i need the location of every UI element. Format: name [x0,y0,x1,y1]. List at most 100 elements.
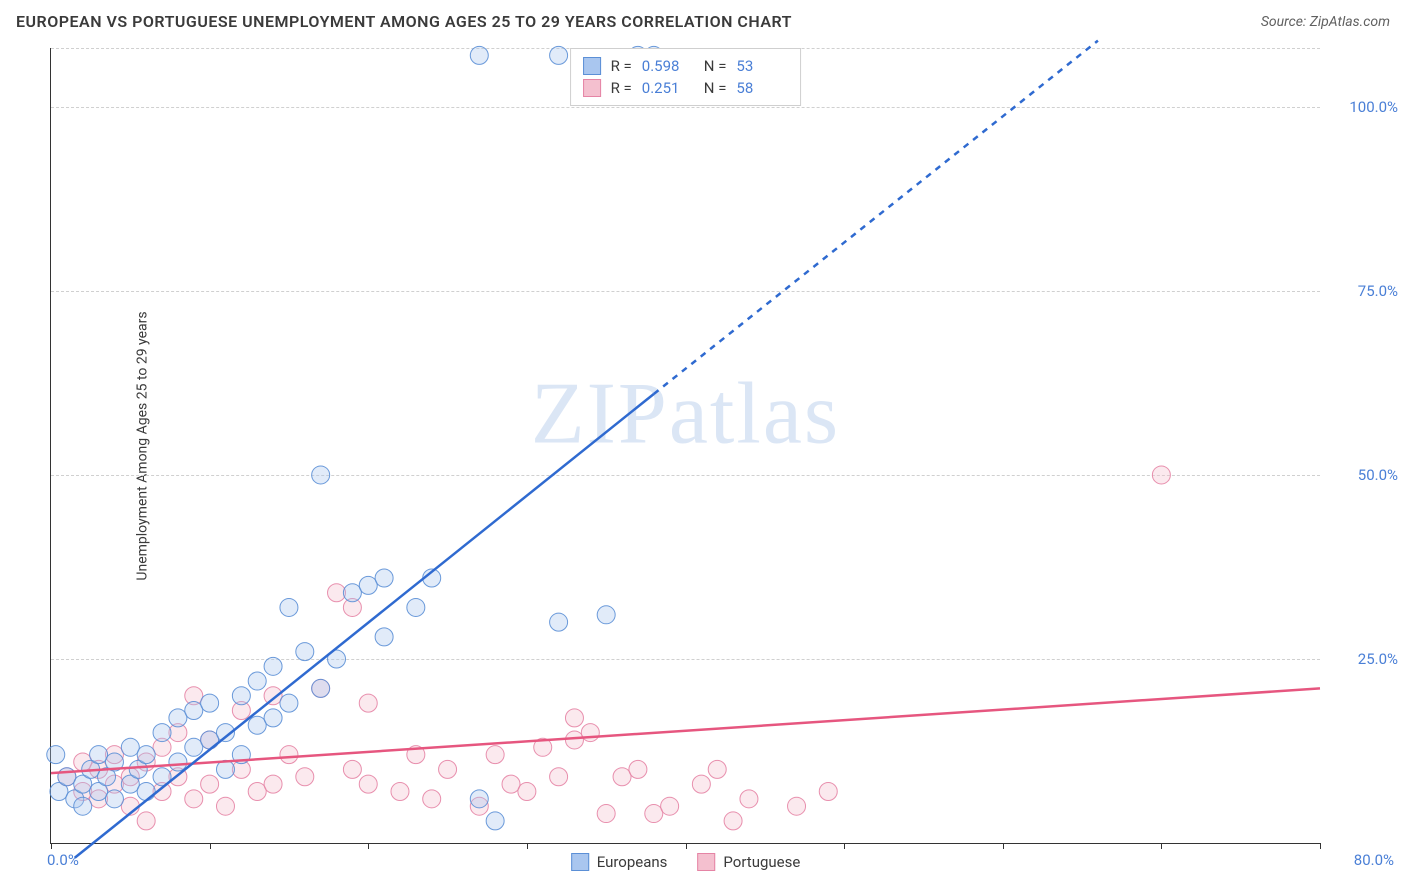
series-legend: Europeans Portuguese [571,853,801,871]
scatter-point-europeans [74,797,92,815]
legend-series-item: Europeans [571,853,668,871]
legend-swatch [571,853,589,871]
scatter-point-europeans [597,606,615,624]
scatter-point-portuguese [661,797,679,815]
scatter-point-europeans [169,753,187,771]
x-axis-min-label: 0.0% [47,851,79,869]
scatter-point-europeans [343,584,361,602]
scatter-point-europeans [296,643,314,661]
x-tick [368,843,369,849]
n-label: N = [704,57,727,75]
scatter-point-portuguese [740,790,758,808]
scatter-point-europeans [90,746,108,764]
correlation-legend: R = 0.598 N = 53 R = 0.251 N = 58 [570,48,802,106]
scatter-point-portuguese [645,805,663,823]
r-value: 0.251 [642,79,694,97]
scatter-point-portuguese [565,731,583,749]
scatter-point-portuguese [708,760,726,778]
scatter-point-portuguese [518,782,536,800]
scatter-point-portuguese [486,746,504,764]
scatter-point-portuguese [264,687,282,705]
scatter-point-europeans [407,598,425,616]
x-tick [527,843,528,849]
scatter-point-portuguese [439,760,457,778]
scatter-point-portuguese [359,694,377,712]
scatter-point-portuguese [502,775,520,793]
scatter-point-europeans [153,724,171,742]
scatter-point-portuguese [359,775,377,793]
r-label: R = [611,57,632,75]
x-tick [210,843,211,849]
scatter-point-europeans [280,694,298,712]
scatter-point-portuguese [343,760,361,778]
scatter-point-portuguese [1152,466,1170,484]
y-tick-label: 50.0% [1358,466,1398,484]
scatter-point-europeans [121,738,139,756]
scatter-point-portuguese [613,768,631,786]
scatter-point-portuguese [629,760,647,778]
x-tick [844,843,845,849]
header: EUROPEAN VS PORTUGUESE UNEMPLOYMENT AMON… [16,12,1390,31]
scatter-point-portuguese [264,775,282,793]
scatter-point-portuguese [391,782,409,800]
scatter-point-europeans [47,746,65,764]
scatter-point-europeans [312,679,330,697]
x-tick [686,843,687,849]
scatter-point-portuguese [216,797,234,815]
scatter-point-europeans [201,694,219,712]
legend-stat-row: R = 0.251 N = 58 [583,77,789,99]
scatter-point-europeans [359,576,377,594]
x-tick [51,843,52,849]
legend-series-item: Portuguese [697,853,800,871]
scatter-point-europeans [105,790,123,808]
scatter-point-portuguese [819,782,837,800]
scatter-point-portuguese [724,812,742,830]
y-tick-label: 75.0% [1358,282,1398,300]
scatter-point-europeans [375,569,393,587]
scatter-point-europeans [185,702,203,720]
scatter-point-europeans [550,46,568,64]
scatter-point-europeans [486,812,504,830]
scatter-point-europeans [470,46,488,64]
x-axis-max-label: 80.0% [1354,851,1394,869]
n-value: 58 [736,79,788,97]
scatter-point-portuguese [185,790,203,808]
x-tick [1320,843,1321,849]
legend-series-label: Portuguese [723,853,800,871]
scatter-point-europeans [137,746,155,764]
source-label: Source: ZipAtlas.com [1261,14,1390,30]
scatter-point-portuguese [581,724,599,742]
scatter-point-portuguese [597,805,615,823]
r-value: 0.598 [642,57,694,75]
scatter-point-europeans [185,738,203,756]
r-label: R = [611,79,632,97]
scatter-point-europeans [312,466,330,484]
legend-series-label: Europeans [597,853,668,871]
scatter-point-europeans [137,782,155,800]
scatter-point-europeans [248,672,266,690]
scatter-point-portuguese [788,797,806,815]
scatter-point-portuguese [280,746,298,764]
y-tick-label: 100.0% [1349,98,1398,116]
scatter-point-portuguese [328,584,346,602]
x-tick [1161,843,1162,849]
x-tick [1003,843,1004,849]
y-tick-label: 25.0% [1358,650,1398,668]
scatter-point-portuguese [423,790,441,808]
scatter-point-portuguese [137,812,155,830]
scatter-point-portuguese [248,782,266,800]
scatter-point-europeans [169,709,187,727]
scatter-point-europeans [550,613,568,631]
scatter-point-europeans [264,657,282,675]
scatter-point-europeans [470,790,488,808]
scatter-svg [51,48,1320,843]
legend-swatch [583,79,601,97]
legend-swatch [583,57,601,75]
n-value: 53 [736,57,788,75]
chart-title: EUROPEAN VS PORTUGUESE UNEMPLOYMENT AMON… [16,12,792,31]
scatter-point-europeans [264,709,282,727]
scatter-point-europeans [375,628,393,646]
scatter-point-europeans [280,598,298,616]
n-label: N = [704,79,727,97]
scatter-point-europeans [248,716,266,734]
